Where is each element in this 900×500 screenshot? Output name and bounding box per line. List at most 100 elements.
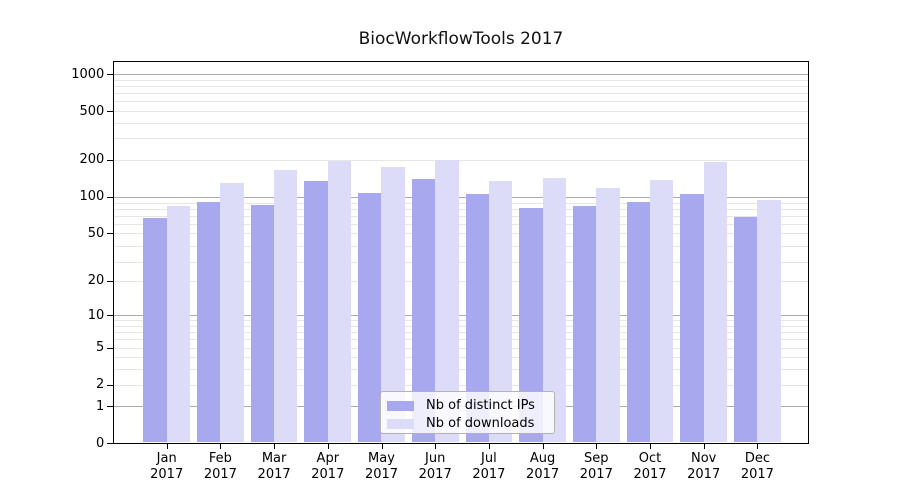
bar-nb-of-downloads-mar bbox=[274, 170, 298, 443]
x-tick-mark bbox=[166, 444, 168, 450]
gridline-major bbox=[113, 196, 810, 198]
y-tick-label-100: 100 bbox=[79, 189, 105, 205]
gridline-minor bbox=[113, 224, 810, 226]
gridline-minor bbox=[113, 209, 810, 211]
plot-area bbox=[113, 61, 810, 445]
x-tick-mark bbox=[650, 444, 651, 450]
y-tick-mark bbox=[107, 347, 114, 349]
y-tick-mark bbox=[107, 196, 114, 198]
legend-swatch-distinct-ips bbox=[387, 400, 414, 411]
y-tick-mark bbox=[107, 233, 114, 235]
bar-nb-of-downloads-apr bbox=[327, 160, 352, 443]
y-tick-label-1000: 1000 bbox=[71, 66, 105, 82]
gridline-minor bbox=[113, 101, 810, 103]
y-tick-mark bbox=[107, 384, 114, 386]
bar-nb-of-downloads-feb bbox=[220, 183, 244, 443]
bar-nb-of-downloads-sep bbox=[596, 187, 620, 443]
gridline-minor bbox=[113, 93, 810, 95]
bar-nb-of-downloads-jul bbox=[488, 181, 513, 443]
y-tick-label-50: 50 bbox=[87, 225, 105, 241]
gridline-major bbox=[113, 74, 810, 75]
gridline-tick bbox=[113, 233, 810, 235]
y-tick-label-0: 0 bbox=[96, 435, 105, 451]
gridline-minor bbox=[113, 79, 810, 81]
x-tick-mark bbox=[757, 444, 759, 450]
gridline-minor bbox=[113, 261, 810, 263]
gridline-minor bbox=[113, 357, 810, 359]
x-tick-label-mar: Mar 2017 bbox=[257, 451, 291, 482]
x-tick-label-may: May 2017 bbox=[364, 451, 399, 482]
y-tick-mark bbox=[107, 74, 114, 75]
bar-nb-of-downloads-dec bbox=[757, 200, 781, 443]
bar-nb-of-distinct-ips-nov bbox=[680, 193, 704, 443]
gridline-tick bbox=[113, 384, 810, 386]
legend-label-distinct-ips: Nb of distinct IPs bbox=[426, 398, 535, 413]
bar-nb-of-distinct-ips-may bbox=[358, 192, 382, 443]
x-tick-label-feb: Feb 2017 bbox=[203, 451, 237, 482]
chart-title: BiocWorkflowTools 2017 bbox=[358, 29, 564, 49]
x-tick-mark bbox=[596, 444, 598, 450]
gridline-minor bbox=[113, 369, 810, 371]
bar-nb-of-distinct-ips-mar bbox=[250, 204, 275, 443]
bar-nb-of-downloads-oct bbox=[649, 179, 674, 443]
x-tick-label-jan: Jan 2017 bbox=[150, 451, 184, 482]
bar-nb-of-distinct-ips-jun bbox=[411, 178, 436, 443]
gridline-major bbox=[113, 315, 810, 317]
y-tick-mark bbox=[107, 406, 114, 408]
x-tick-mark bbox=[542, 444, 544, 450]
bar-nb-of-distinct-ips-jul bbox=[465, 194, 489, 443]
x-tick-mark bbox=[488, 444, 490, 450]
bar-nb-of-distinct-ips-feb bbox=[196, 202, 221, 443]
gridline-minor bbox=[113, 138, 810, 140]
x-tick-label-jul: Jul 2017 bbox=[472, 451, 506, 482]
gridline-tick bbox=[113, 347, 810, 349]
bar-nb-of-distinct-ips-sep bbox=[572, 205, 597, 443]
x-tick-label-apr: Apr 2017 bbox=[311, 451, 345, 482]
gridline-minor bbox=[113, 216, 810, 218]
x-tick-label-jun: Jun 2017 bbox=[418, 451, 452, 482]
legend-swatch-downloads bbox=[387, 418, 414, 429]
y-tick-label-200: 200 bbox=[79, 152, 105, 168]
gridline-tick bbox=[113, 159, 810, 161]
x-tick-label-aug: Aug 2017 bbox=[526, 451, 560, 482]
x-tick-label-sep: Sep 2017 bbox=[579, 451, 613, 482]
bar-nb-of-downloads-jan bbox=[166, 205, 191, 443]
x-tick-label-dec: Dec 2017 bbox=[740, 451, 774, 482]
bar-nb-of-distinct-ips-oct bbox=[626, 201, 651, 443]
x-tick-label-oct: Oct 2017 bbox=[633, 451, 667, 482]
x-tick-mark bbox=[220, 444, 222, 450]
y-tick-label-500: 500 bbox=[79, 103, 105, 119]
x-tick-mark bbox=[703, 444, 705, 450]
gridline-minor bbox=[113, 339, 810, 341]
bar-nb-of-distinct-ips-apr bbox=[304, 180, 328, 443]
y-tick-mark bbox=[107, 443, 114, 445]
gridline-minor bbox=[113, 325, 810, 327]
x-tick-mark bbox=[381, 444, 383, 450]
bar-nb-of-downloads-may bbox=[381, 166, 405, 443]
x-tick-mark bbox=[435, 444, 437, 450]
x-tick-mark bbox=[327, 444, 329, 450]
y-tick-label-2: 2 bbox=[96, 377, 105, 393]
bar-nb-of-downloads-aug bbox=[542, 178, 566, 443]
gridline-minor bbox=[113, 123, 810, 124]
gridline-minor bbox=[113, 320, 810, 322]
gridline-minor bbox=[113, 246, 810, 248]
gridline-minor bbox=[113, 332, 810, 334]
x-tick-mark bbox=[274, 444, 276, 450]
bar-nb-of-downloads-nov bbox=[703, 161, 728, 443]
y-tick-mark bbox=[107, 111, 114, 112]
legend-entry-distinct-ips: Nb of distinct IPs bbox=[381, 398, 535, 413]
legend-entry-downloads: Nb of downloads bbox=[381, 416, 535, 431]
bar-nb-of-distinct-ips-jan bbox=[143, 217, 167, 443]
gridline-minor bbox=[113, 202, 810, 204]
x-tick-label-nov: Nov 2017 bbox=[687, 451, 721, 482]
y-tick-mark bbox=[107, 159, 114, 161]
y-tick-label-5: 5 bbox=[96, 340, 105, 355]
y-tick-label-20: 20 bbox=[87, 273, 105, 289]
bar-nb-of-distinct-ips-aug bbox=[519, 207, 543, 443]
y-tick-mark bbox=[107, 315, 114, 317]
bar-nb-of-distinct-ips-dec bbox=[734, 217, 758, 443]
legend-label-downloads: Nb of downloads bbox=[426, 416, 535, 431]
gridline-minor bbox=[113, 86, 810, 87]
